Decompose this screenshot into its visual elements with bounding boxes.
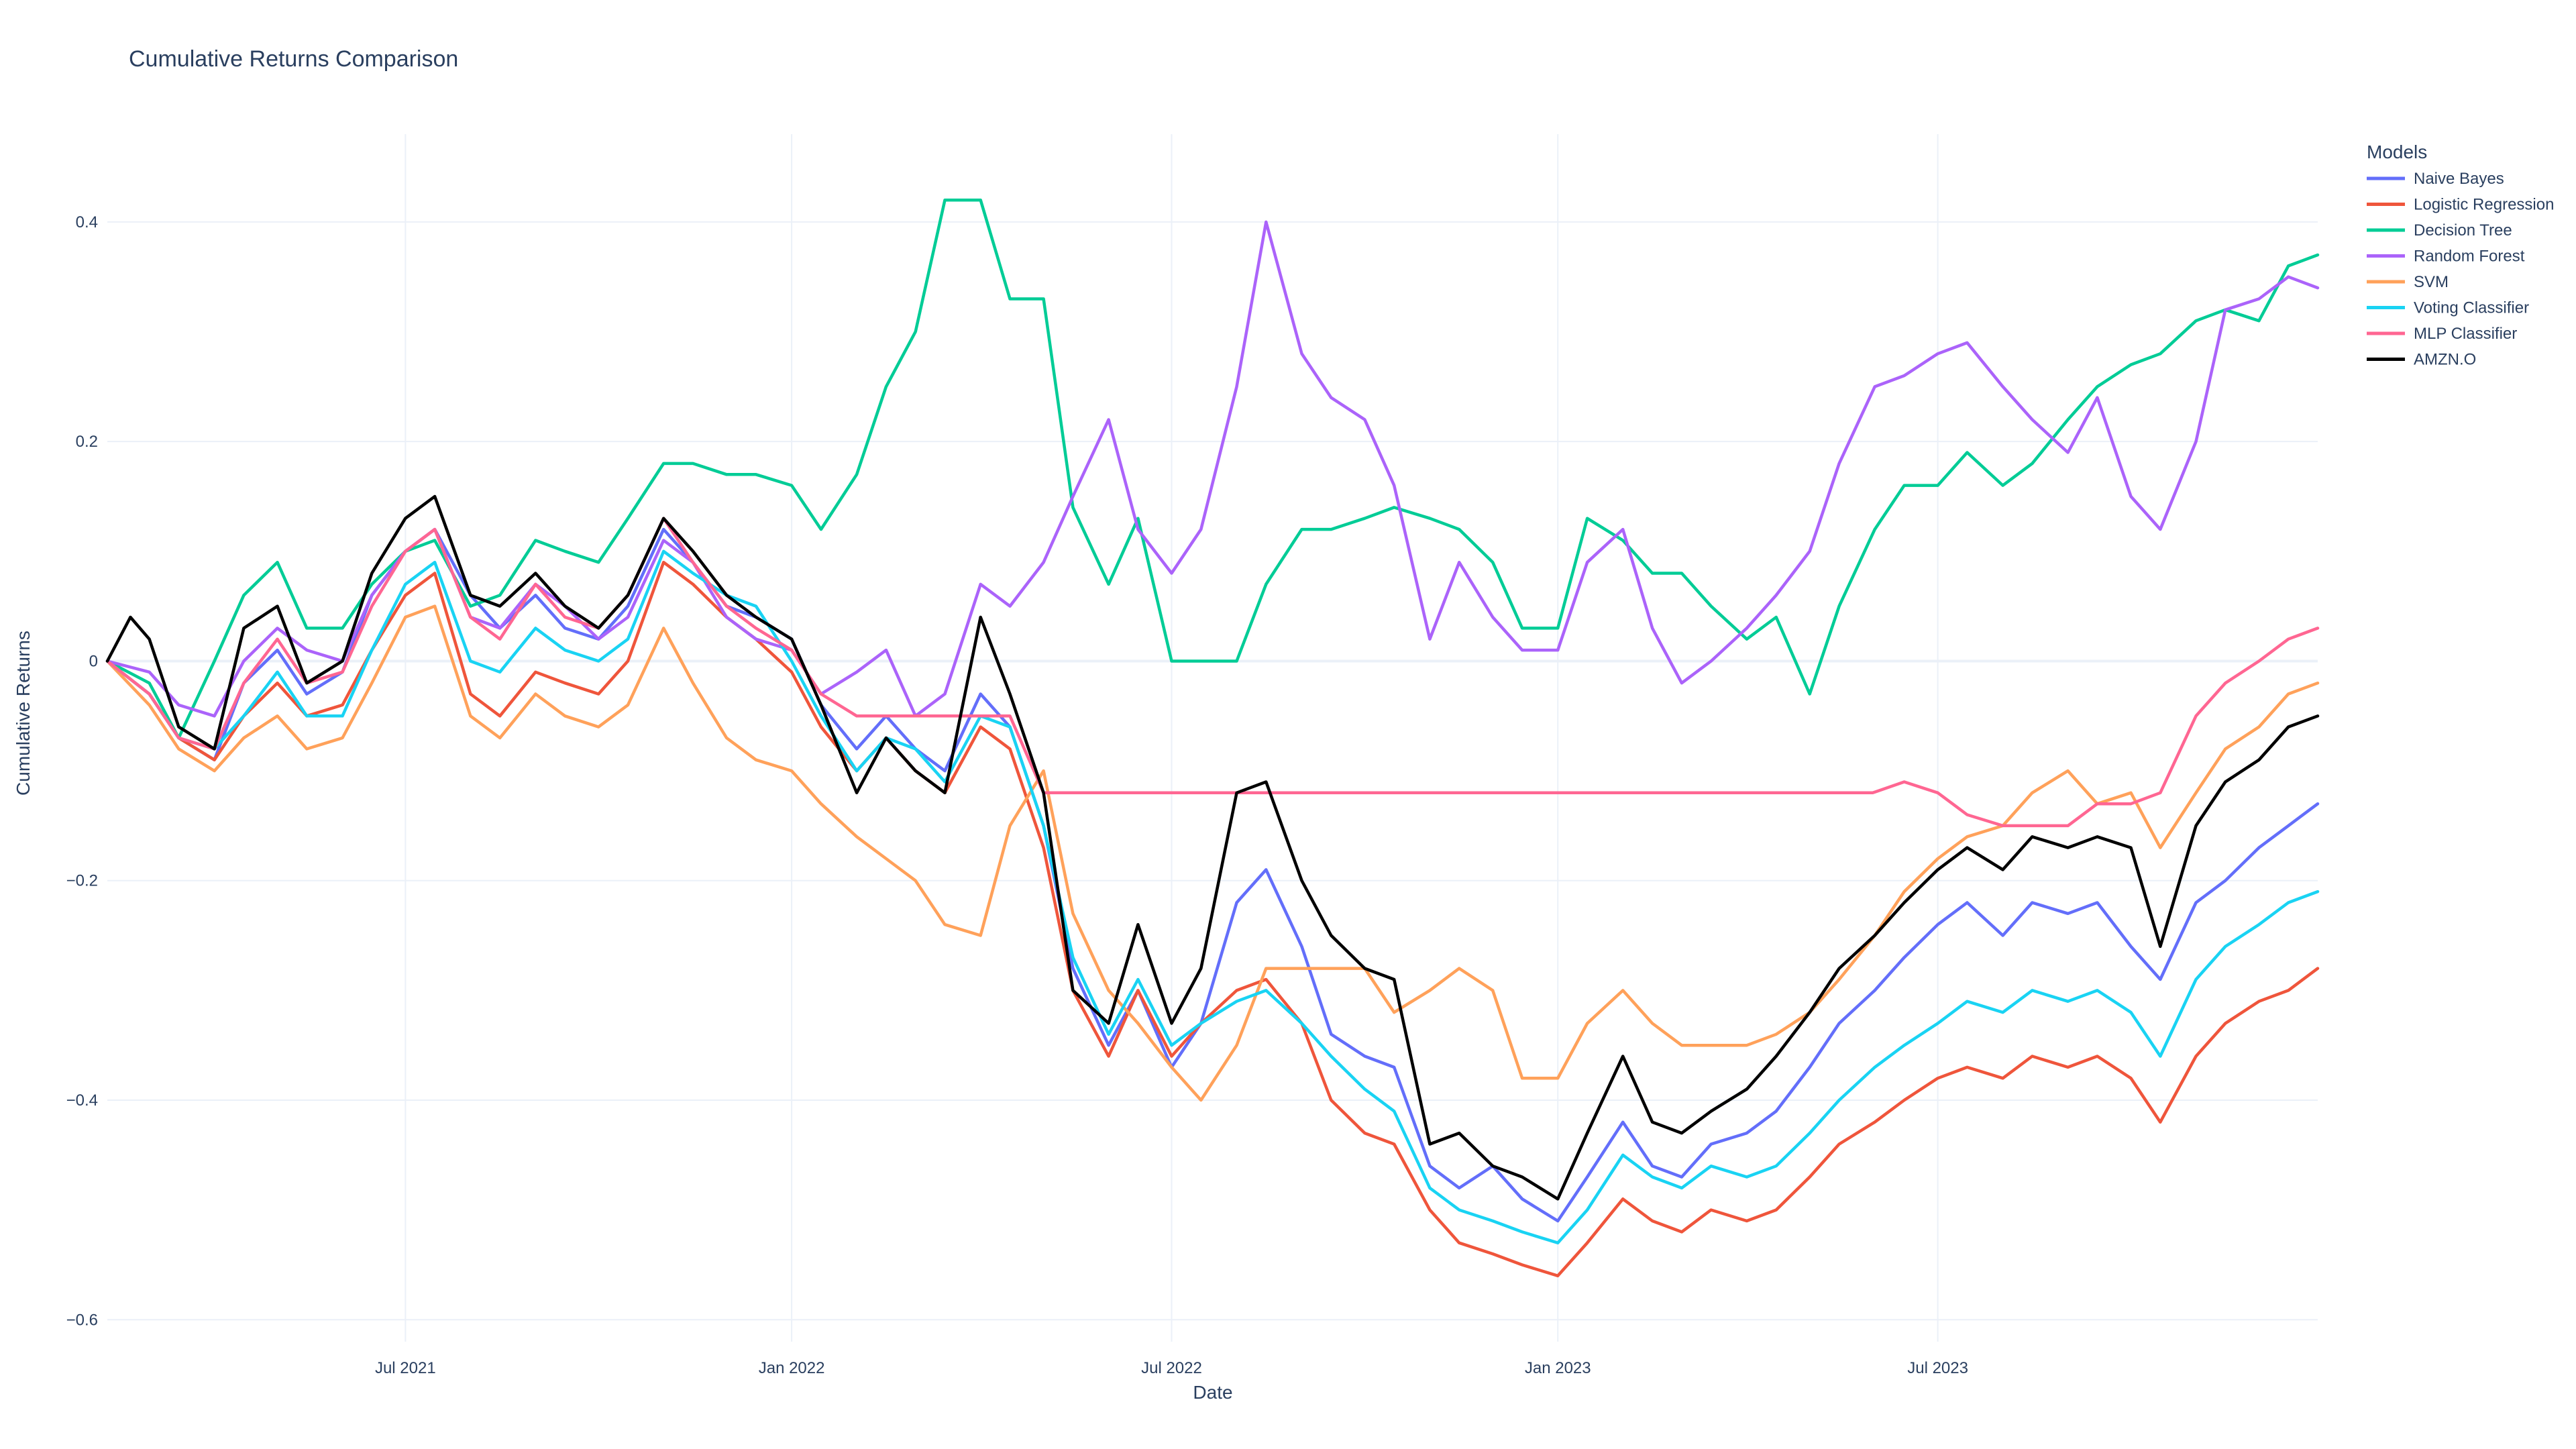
series-line-7	[105, 494, 2320, 1201]
y-tick-label: 0.4	[76, 213, 98, 231]
x-tick-label: Jan 2022	[759, 1359, 825, 1377]
y-axis-ticks: 0.4 0.2 0 −0.2 −0.4 −0.6	[66, 213, 98, 1329]
x-axis-ticks: Jul 2021 Jan 2022 Jul 2022 Jan 2023 Jul 2023	[375, 1359, 1968, 1377]
series-line-2	[105, 198, 2320, 740]
series-lines	[105, 198, 2320, 1278]
legend-item[interactable]: SVM	[2367, 273, 2449, 291]
legend-label: Logistic Regression	[2414, 196, 2554, 214]
legend-label: SVM	[2414, 273, 2449, 291]
legend[interactable]: Models Naive Bayes Logistic Regression Dec…	[2367, 142, 2554, 369]
legend-label: Voting Classifier	[2414, 299, 2529, 317]
legend-label: MLP Classifier	[2414, 325, 2517, 343]
chart-title: Cumulative Returns Comparison	[129, 46, 458, 72]
legend-item[interactable]: Decision Tree	[2367, 221, 2512, 239]
legend-item[interactable]: AMZN.O	[2367, 351, 2476, 369]
series-line-0	[105, 527, 2320, 1223]
x-tick-label: Jul 2021	[375, 1359, 436, 1377]
legend-items[interactable]: Naive Bayes Logistic Regression Decision T…	[2367, 170, 2554, 369]
x-axis-title: Date	[1193, 1382, 1232, 1403]
legend-item[interactable]: Random Forest	[2367, 248, 2525, 266]
series-line-3	[105, 220, 2320, 718]
series-line-1	[105, 560, 2320, 1278]
legend-label: AMZN.O	[2414, 351, 2476, 369]
series-line-5	[105, 549, 2320, 1244]
legend-item[interactable]: Logistic Regression	[2367, 196, 2554, 214]
gridlines	[107, 134, 2318, 1342]
x-tick-label: Jan 2023	[1525, 1359, 1591, 1377]
y-tick-label: −0.6	[66, 1311, 98, 1329]
y-tick-label: 0	[89, 652, 98, 670]
y-axis-title: Cumulative Returns	[13, 631, 34, 796]
legend-item[interactable]: Naive Bayes	[2367, 170, 2504, 188]
legend-label: Decision Tree	[2414, 221, 2512, 239]
legend-label: Naive Bayes	[2414, 170, 2504, 188]
series-line-4	[105, 604, 2320, 1102]
y-tick-label: −0.2	[66, 872, 98, 890]
y-tick-label: −0.4	[66, 1091, 98, 1110]
y-tick-label: 0.2	[76, 433, 98, 451]
legend-item[interactable]: Voting Classifier	[2367, 299, 2529, 317]
legend-label: Random Forest	[2414, 248, 2525, 266]
legend-title: Models	[2367, 142, 2427, 162]
legend-item[interactable]: MLP Classifier	[2367, 325, 2517, 343]
x-tick-label: Jul 2023	[1907, 1359, 1968, 1377]
x-tick-label: Jul 2022	[1141, 1359, 1202, 1377]
series-line-6	[105, 517, 2320, 828]
